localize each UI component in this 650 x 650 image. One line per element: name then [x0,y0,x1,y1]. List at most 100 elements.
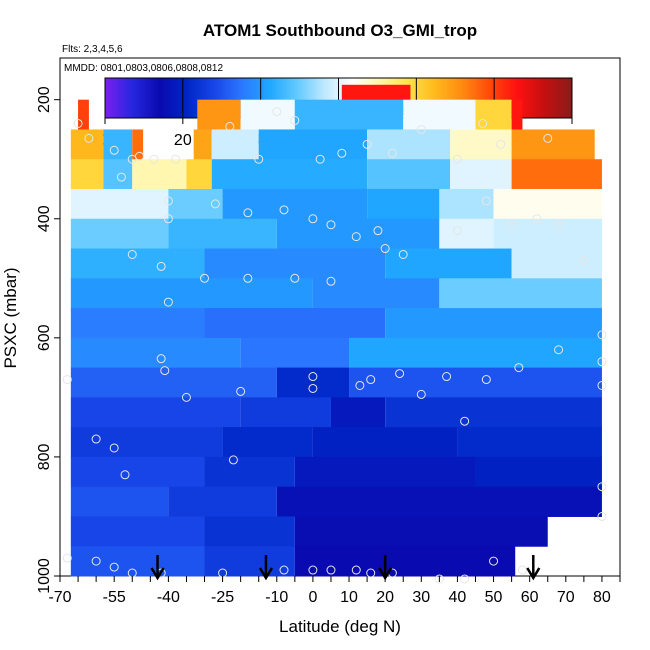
observation-point [481,196,491,206]
heatmap-cell [312,278,440,309]
flight-arrow [150,555,165,581]
heatmap-cell [70,159,104,190]
heatmap-cell [439,218,494,250]
heatmap-cell [204,516,295,547]
observation-point [109,562,119,572]
observation-point [225,121,235,131]
heatmap-cell [211,129,259,160]
observation-point [163,214,173,224]
heatmap-cell [457,427,602,458]
observation-point [254,154,264,164]
observation-point [517,565,527,575]
flight-arrow [258,555,274,581]
observation-point [315,154,325,164]
observation-point [366,568,376,578]
x-tick-label: 0 [308,589,317,606]
observation-point [62,375,72,385]
x-tick-label: 60 [521,589,539,606]
heatmap-cell [132,129,144,160]
observation-point [84,133,94,143]
observation-point [351,565,361,575]
heatmap-cell [70,337,241,369]
observation-point [597,380,607,390]
observation-point [442,372,452,382]
flight-arrow [526,555,541,581]
heatmap-cell [276,486,602,517]
heatmap-cell [385,308,602,339]
observation-point [127,249,137,259]
observation-point [149,154,159,164]
y-tick-label: 800 [36,443,53,470]
observation-point [373,226,383,236]
observation-point [532,214,542,224]
observation-point [460,574,470,584]
heatmap-cell [312,427,458,458]
observation-point [543,133,553,143]
observation-point [460,416,470,426]
heatmap-cell [193,129,212,160]
heatmap-cell [204,546,295,577]
observation-point [387,148,397,158]
x-tick-label: 30 [412,589,430,606]
y-tick-label: 1000 [36,558,53,594]
observation-point [434,574,444,584]
heatmap-cell [70,367,277,398]
heatmap-cell [475,456,602,488]
heatmap-cell [240,99,295,130]
heatmap-cell [493,188,602,220]
heatmap-cell [294,99,404,130]
x-tick-label: 50 [485,589,503,606]
observation-point [116,172,126,182]
heatmap-cell [385,397,602,428]
x-tick-label: -40 [157,589,180,606]
heatmap-cell [70,308,205,339]
heatmap-cell [204,456,295,488]
observation-point [279,205,289,215]
observation-point [120,470,130,480]
observation-point [326,276,336,286]
heatmap-cell [367,129,451,160]
y-axis-label: PSXC (mbar) [1,267,20,368]
heatmap-cell [349,367,602,398]
heatmap-cell [211,159,368,190]
heatmap-cell [70,278,313,309]
heatmap-cell [103,159,133,190]
x-tick-label: -55 [103,589,126,606]
observation-point [243,208,253,218]
x-tick-label: 80 [593,589,611,606]
x-axis: -70 -55 -40 -25 -10 0 10 20 30 40 50 60 70 80 [48,576,621,606]
heatmap-cell [78,99,89,130]
heatmap-cell [385,248,512,279]
observation-point [290,273,300,283]
heatmap-cell [186,159,212,190]
observation-point [272,107,282,117]
x-axis-label: Latitude (deg N) [279,617,401,636]
observation-point [171,154,181,164]
observation-point [351,232,361,242]
heatmap-cell [349,337,602,369]
observation-point [489,556,499,566]
observation-point [109,443,119,453]
heatmap-cell [70,188,169,220]
observation-point [210,199,220,209]
chart-title: ATOM1 Southbound O3_GMI_trop [203,21,477,40]
heatmap-cell [222,188,368,220]
observation-point [73,118,83,128]
observation-point [243,273,253,283]
heatmap-cell [493,218,602,250]
x-tick-label: 40 [449,589,467,606]
observation-point [597,482,607,492]
heatmap-cell [70,248,205,279]
heatmap-cell [511,99,523,130]
heatmap-cell [204,308,386,339]
observation-point [416,389,426,399]
observation-point [597,330,607,340]
heatmap-cell [439,188,494,220]
colorbar-tick-label-20: 20 [174,132,192,149]
observation-point [496,139,506,149]
observation-point [452,154,462,164]
y-tick-label: 200 [36,86,53,113]
x-tick-label: 10 [340,589,358,606]
heatmap-cell [70,129,104,160]
